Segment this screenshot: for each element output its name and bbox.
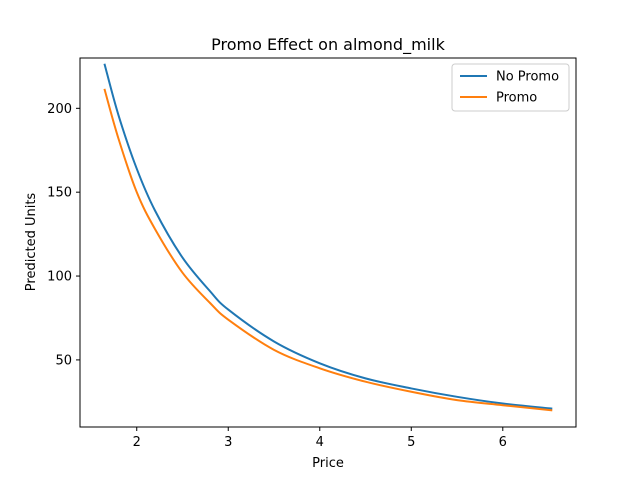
x-tick-label: 2 [133, 435, 141, 450]
legend-entry-label: Promo [496, 91, 537, 106]
x-tick-label: 6 [499, 435, 507, 450]
x-tick-label: 5 [407, 435, 415, 450]
series-line-no-promo [103, 63, 553, 410]
legend: No Promo Promo [451, 63, 570, 112]
series-line-promo [103, 88, 553, 412]
y-axis-ticks: 50 100 150 200 [47, 102, 80, 368]
x-tick-label: 3 [224, 435, 232, 450]
plot-area [79, 57, 577, 428]
x-axis-ticks: 2 3 4 5 6 [133, 427, 507, 450]
legend-entry-label: No Promo [496, 70, 559, 85]
y-tick-label: 200 [47, 102, 72, 117]
series-layer [103, 63, 553, 412]
y-tick-label: 100 [47, 270, 72, 285]
y-tick-label: 150 [47, 186, 72, 201]
chart-title: Promo Effect on almond_milk [211, 35, 445, 55]
y-tick-label: 50 [55, 353, 72, 368]
y-axis-label: Predicted Units [24, 193, 39, 292]
x-axis-label: Price [312, 456, 344, 471]
axes-frame [79, 57, 577, 428]
x-tick-label: 4 [316, 435, 324, 450]
